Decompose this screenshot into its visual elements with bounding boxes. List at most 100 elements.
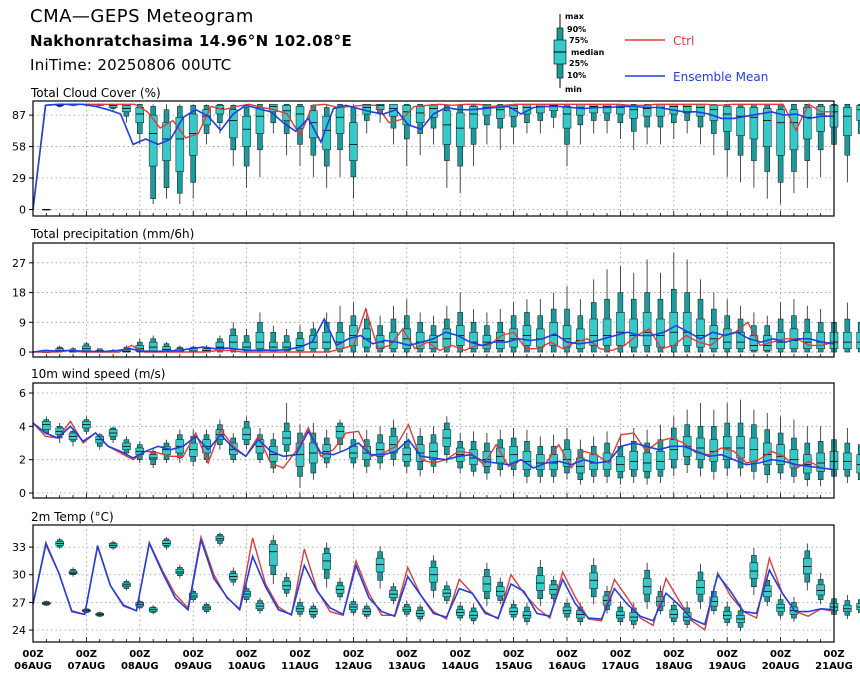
box-inner (349, 122, 358, 161)
y-tick-label: 6 (19, 387, 26, 400)
box-inner (536, 104, 545, 114)
box-52 (722, 104, 732, 177)
box-9 (148, 605, 158, 615)
box-45 (629, 602, 638, 630)
box-inner (736, 331, 745, 349)
box-32 (455, 104, 465, 194)
box-inner (682, 312, 692, 346)
box-inner (148, 341, 158, 351)
box-21 (309, 322, 318, 353)
x-tick-label-date: 08AUG (121, 661, 159, 672)
box-inner (656, 451, 665, 470)
box-inner (442, 328, 452, 348)
box-inner (148, 454, 158, 460)
box-26 (375, 546, 385, 589)
box-23 (335, 419, 345, 452)
box-51 (709, 104, 719, 156)
y-tick-label: 0 (19, 346, 26, 359)
box-18 (269, 535, 278, 584)
box-43 (602, 104, 612, 134)
legend-median-label: median (571, 48, 605, 57)
box-46 (642, 429, 652, 485)
box-47 (656, 424, 665, 483)
box-23 (335, 577, 345, 601)
box-62 (856, 322, 860, 353)
box-24 (349, 598, 358, 616)
y-tick-label: 27 (12, 257, 26, 270)
box-35 (496, 577, 505, 605)
box-9 (148, 335, 158, 353)
box-56 (776, 104, 785, 205)
box-6 (108, 540, 118, 550)
x-tick-label-date: 16AUG (548, 661, 586, 672)
box-inner (709, 325, 719, 349)
box-inner (242, 427, 251, 440)
box-inner (335, 331, 345, 349)
box-inner (816, 584, 825, 596)
x-tick-label-time: 00Z (22, 649, 43, 660)
box-49 (682, 409, 692, 473)
box-62 (856, 444, 860, 480)
box-inner (816, 452, 825, 472)
box-56 (776, 594, 785, 619)
box-inner (309, 110, 318, 139)
box-20 (295, 598, 305, 618)
box-20 (295, 424, 305, 488)
box-inner (776, 109, 785, 156)
box-22 (322, 104, 331, 188)
box-59 (816, 572, 825, 605)
box-39 (549, 104, 558, 129)
box-25 (362, 309, 371, 353)
box-inner (255, 107, 265, 134)
box-inner (789, 449, 799, 469)
box-12 (188, 429, 198, 467)
box-inner (642, 578, 652, 595)
box-6 (108, 426, 118, 443)
box-inner (255, 331, 265, 349)
box-inner (469, 449, 478, 465)
box-61 (843, 595, 852, 619)
x-tick-label-time: 00Z (770, 649, 791, 660)
box-23 (335, 305, 345, 353)
box-37 (522, 299, 532, 353)
box-46 (642, 259, 652, 353)
box-4 (82, 416, 91, 435)
box-17 (255, 104, 265, 177)
series-mean (32, 317, 835, 353)
x-tick-label-date: 13AUG (388, 661, 426, 672)
box-inner (455, 112, 465, 147)
box-inner (162, 540, 171, 546)
box-30 (429, 426, 438, 473)
box-10 (162, 104, 171, 199)
box-inner (522, 451, 532, 470)
box-50 (696, 403, 705, 477)
series-ctrl (32, 534, 835, 632)
box-38 (536, 299, 545, 353)
box-35 (496, 309, 505, 353)
box-inner (629, 612, 638, 622)
box-44 (616, 601, 625, 626)
box-25 (362, 104, 371, 134)
panel-title: Total precipitation (mm/6h) (30, 227, 194, 241)
panel-2: 10m wind speed (m/s) 0 2 4 6 (19, 367, 860, 500)
box-inner (562, 106, 572, 129)
box-inner (469, 106, 478, 129)
box-36 (509, 428, 518, 477)
x-tick-label-date: 20AUG (762, 661, 800, 672)
box-48 (669, 599, 679, 626)
box-inner (175, 568, 185, 575)
box-44 (616, 104, 625, 139)
box-61 (843, 428, 852, 483)
box-15 (229, 567, 238, 586)
x-tick-label-time: 00Z (556, 649, 577, 660)
y-tick-label: 29 (12, 172, 26, 185)
legend-min-label: min (565, 85, 582, 94)
box-52 (722, 299, 732, 353)
box-36 (509, 302, 518, 353)
box-24 (349, 104, 358, 199)
box-58 (803, 426, 812, 487)
box-inner (616, 312, 625, 346)
legend-p10-label: 10% (567, 71, 586, 80)
box-34 (482, 433, 492, 480)
panel-frame (32, 524, 835, 643)
